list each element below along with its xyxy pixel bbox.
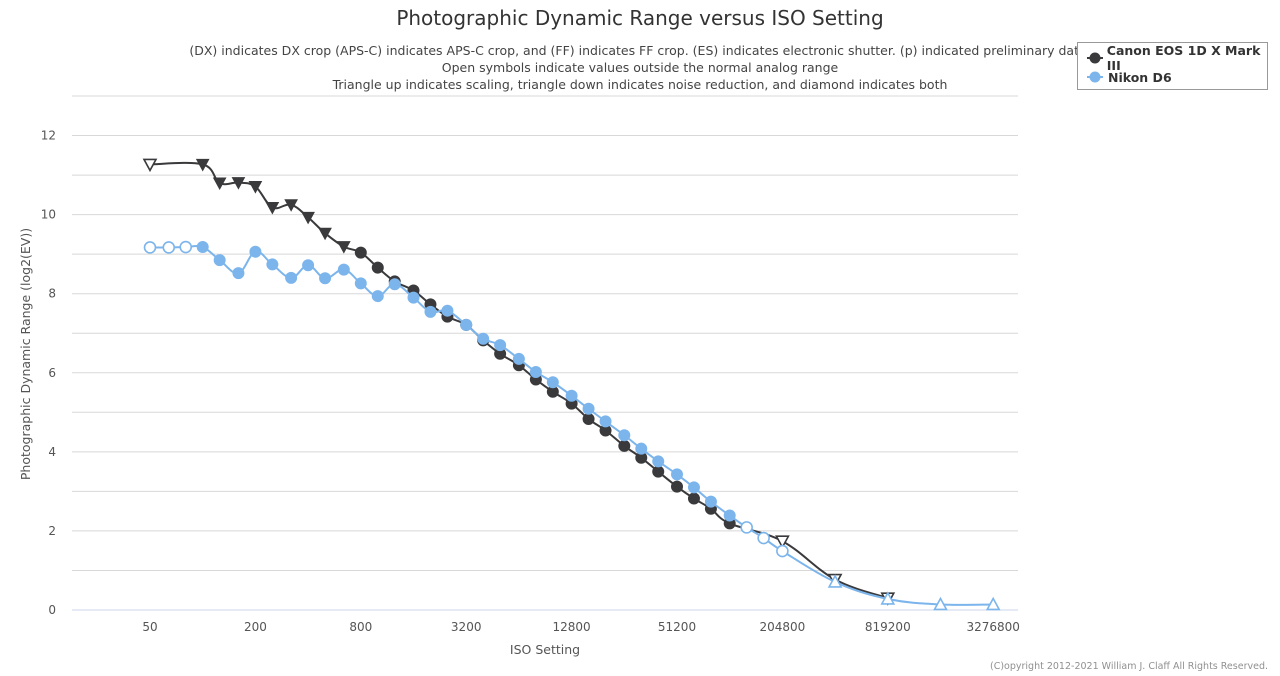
data-point-nikon[interactable] (285, 271, 298, 284)
x-tick-label: 3200 (451, 620, 482, 634)
legend-label-canon: Canon EOS 1D X Mark III (1106, 43, 1261, 73)
y-tick-label: 10 (41, 208, 56, 222)
data-point-nikon[interactable] (704, 495, 717, 508)
series-line-canon (149, 161, 889, 600)
data-point-canon[interactable] (671, 480, 683, 493)
data-point-nikon[interactable] (424, 305, 437, 318)
data-point-nikon[interactable] (546, 376, 559, 389)
data-point-nikon[interactable] (302, 259, 315, 272)
data-point-nikon[interactable] (143, 241, 157, 254)
data-point-canon[interactable] (231, 177, 246, 190)
grid-lines (72, 95, 1018, 611)
data-point-canon[interactable] (371, 261, 384, 274)
data-point-nikon[interactable] (249, 245, 262, 258)
subtitle-line-3: Triangle up indicates scaling, triangle … (332, 77, 948, 92)
data-point-nikon[interactable] (319, 272, 332, 285)
series-line-nikon (149, 244, 994, 606)
data-point-nikon[interactable] (179, 240, 193, 254)
data-point-nikon[interactable] (671, 468, 683, 481)
data-point-canon[interactable] (687, 492, 700, 505)
series-nikon (143, 240, 1001, 611)
data-point-canon[interactable] (142, 158, 158, 173)
data-point-nikon[interactable] (512, 352, 525, 365)
subtitle-line-2: Open symbols indicate values outside the… (441, 60, 839, 75)
data-point-nikon[interactable] (582, 402, 595, 415)
data-point-nikon[interactable] (565, 389, 578, 402)
data-point-canon[interactable] (318, 227, 332, 241)
data-point-nikon[interactable] (354, 277, 367, 290)
data-point-canon[interactable] (618, 439, 631, 452)
x-tick-label: 50 (142, 620, 157, 634)
y-tick-label: 8 (48, 287, 56, 301)
data-point-nikon[interactable] (477, 332, 490, 345)
data-point-nikon[interactable] (618, 429, 631, 442)
data-point-nikon[interactable] (933, 596, 948, 611)
x-tick-label: 3276800 (966, 620, 1019, 634)
data-point-nikon[interactable] (740, 521, 753, 534)
data-point-canon[interactable] (284, 199, 298, 212)
y-tick-label: 12 (41, 129, 56, 143)
data-point-nikon[interactable] (635, 442, 648, 455)
subtitle-line-1: (DX) indicates DX crop (APS-C) indicates… (189, 43, 1091, 58)
y-axis-label: Photographic Dynamic Range (log2(EV)) (18, 228, 33, 480)
chart-title: Photographic Dynamic Range versus ISO Se… (396, 6, 884, 30)
data-point-canon[interactable] (248, 181, 263, 194)
x-tick-label: 12800 (553, 620, 591, 634)
data-point-nikon[interactable] (723, 509, 736, 522)
data-point-nikon[interactable] (652, 455, 665, 468)
y-tick-label: 6 (48, 366, 56, 380)
legend-item-canon[interactable]: Canon EOS 1D X Mark III (1086, 43, 1267, 73)
data-point-canon[interactable] (582, 413, 595, 426)
data-point-canon[interactable] (195, 158, 210, 172)
data-point-nikon[interactable] (162, 241, 176, 254)
series-group (142, 158, 1001, 611)
data-point-canon[interactable] (212, 177, 227, 191)
x-tick-labels: 50 200 800 3200 12800 51200 204800 819200 327680… (142, 620, 1020, 634)
data-point-nikon[interactable] (213, 254, 226, 267)
data-point-canon[interactable] (775, 535, 790, 549)
data-point-canon[interactable] (301, 211, 315, 225)
data-point-nikon[interactable] (460, 318, 473, 331)
legend-item-nikon[interactable]: Nikon D6 (1086, 68, 1172, 86)
data-point-canon[interactable] (336, 241, 351, 254)
data-point-nikon[interactable] (266, 258, 279, 271)
data-point-nikon[interactable] (441, 304, 454, 317)
series-canon (142, 158, 896, 606)
data-point-canon[interactable] (265, 201, 280, 215)
y-tick-labels: 0 2 4 6 8 10 12 (41, 129, 56, 617)
data-point-canon[interactable] (354, 246, 367, 259)
data-point-nikon[interactable] (407, 291, 420, 304)
y-tick-label: 0 (48, 603, 56, 617)
data-point-nikon[interactable] (687, 481, 700, 494)
data-point-nikon[interactable] (494, 339, 507, 352)
data-point-nikon[interactable] (529, 365, 542, 378)
credits: (C)opyright 2012-2021 William J. Claff A… (989, 661, 1268, 672)
y-tick-label: 4 (48, 445, 56, 459)
data-point-nikon[interactable] (827, 574, 843, 588)
data-point-nikon[interactable] (985, 596, 1001, 611)
data-point-nikon[interactable] (388, 278, 401, 291)
data-point-nikon[interactable] (599, 415, 612, 428)
x-tick-label: 204800 (759, 620, 805, 634)
data-point-nikon[interactable] (880, 591, 896, 605)
data-point-nikon[interactable] (196, 241, 209, 254)
legend-marker-canon (1087, 52, 1103, 64)
data-point-canon[interactable] (652, 465, 665, 478)
x-axis-label: ISO Setting (510, 642, 580, 657)
x-tick-label: 800 (349, 620, 372, 634)
x-tick-label: 51200 (658, 620, 696, 634)
legend-marker-nikon (1087, 71, 1103, 83)
data-point-nikon[interactable] (337, 263, 350, 276)
data-point-nikon[interactable] (371, 290, 384, 303)
legend-label-nikon: Nikon D6 (1108, 69, 1172, 85)
data-point-nikon[interactable] (776, 544, 789, 558)
x-tick-label: 200 (244, 620, 267, 634)
data-point-nikon[interactable] (757, 531, 770, 545)
y-tick-label: 2 (48, 524, 56, 538)
data-point-nikon[interactable] (232, 267, 245, 280)
legend: Canon EOS 1D X Mark III Nikon D6 (1077, 42, 1268, 90)
x-tick-label: 819200 (865, 620, 911, 634)
